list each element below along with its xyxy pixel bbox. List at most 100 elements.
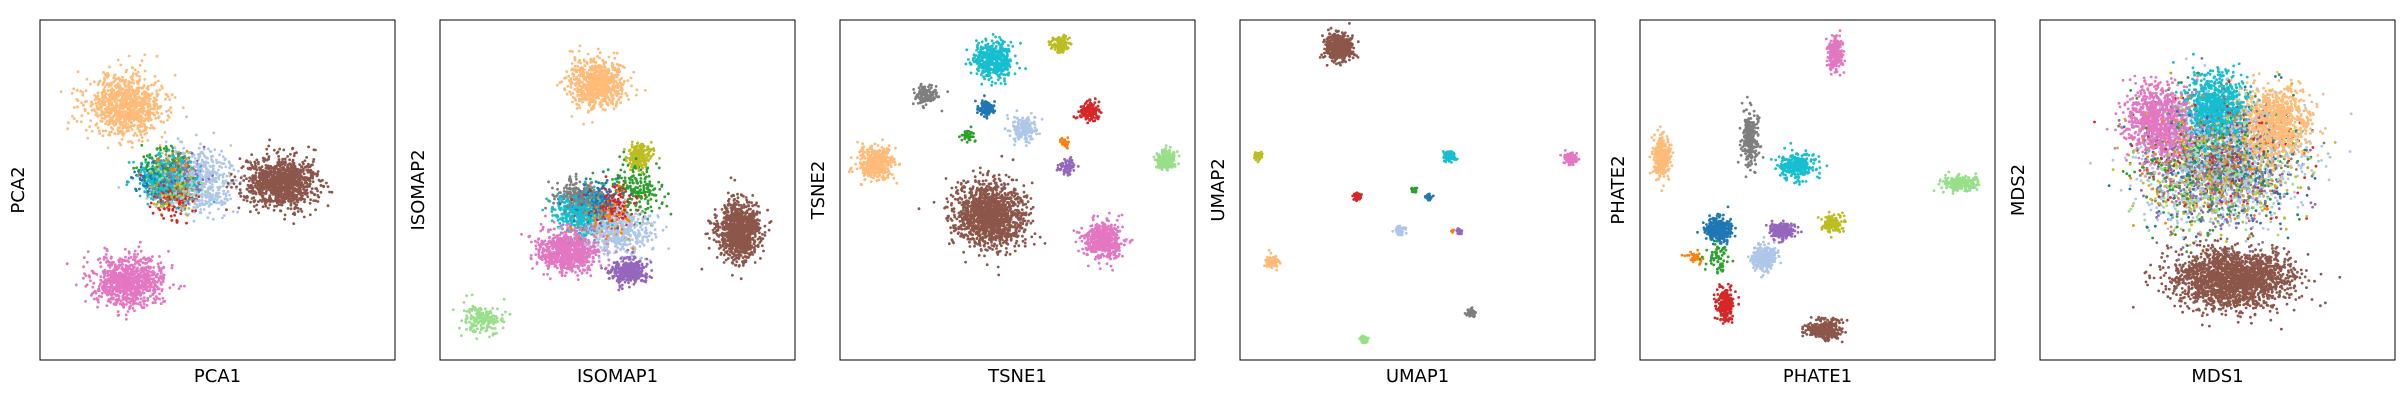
- data-point: [160, 135, 164, 139]
- data-point: [141, 97, 145, 100]
- data-point: [186, 214, 189, 217]
- data-point: [109, 256, 113, 260]
- data-point: [99, 113, 103, 117]
- data-point: [223, 201, 227, 205]
- data-point: [250, 153, 254, 157]
- data-point: [251, 192, 255, 195]
- data-point: [162, 184, 166, 188]
- data-point: [223, 197, 227, 201]
- data-point: [195, 177, 199, 181]
- data-point: [132, 82, 135, 85]
- data-point: [113, 123, 116, 127]
- data-point: [84, 300, 87, 303]
- data-point: [199, 162, 203, 166]
- data-point: [146, 265, 150, 268]
- data-point: [174, 149, 178, 153]
- data-point: [158, 146, 162, 150]
- data-point: [169, 111, 173, 114]
- data-point: [151, 280, 155, 284]
- data-point: [245, 199, 249, 203]
- data-point: [141, 288, 145, 292]
- data-point: [90, 129, 94, 133]
- data-point: [150, 92, 154, 96]
- data-point: [132, 255, 136, 258]
- data-point: [150, 185, 153, 189]
- data-point: [303, 165, 307, 169]
- data-point: [159, 105, 163, 108]
- data-point: [272, 148, 276, 152]
- data-point: [164, 97, 167, 101]
- data-point: [192, 186, 196, 189]
- data-point: [129, 118, 133, 121]
- data-point: [162, 217, 165, 220]
- data-point: [165, 110, 168, 113]
- data-point: [187, 207, 191, 210]
- data-point: [204, 190, 207, 194]
- data-point: [243, 174, 247, 178]
- data-point: [116, 310, 120, 313]
- data-point: [222, 192, 226, 196]
- data-point: [187, 151, 191, 155]
- data-point: [108, 266, 112, 269]
- data-point: [147, 285, 151, 289]
- data-point: [261, 205, 265, 209]
- data-point: [261, 156, 265, 160]
- data-point: [247, 179, 251, 183]
- data-point: [213, 148, 217, 152]
- data-point: [200, 150, 204, 154]
- data-point: [160, 84, 163, 88]
- data-point: [210, 183, 214, 186]
- data-point: [124, 100, 128, 103]
- data-point: [124, 96, 127, 100]
- data-point: [139, 249, 143, 253]
- data-point: [119, 86, 123, 90]
- data-point: [136, 86, 139, 90]
- data-point: [309, 190, 313, 194]
- data-point: [193, 193, 196, 197]
- data-point: [234, 178, 238, 182]
- data-point: [104, 129, 108, 133]
- data-point: [120, 283, 124, 286]
- data-point: [100, 295, 103, 299]
- data-point: [108, 120, 111, 123]
- data-point: [117, 294, 121, 298]
- data-point: [103, 246, 107, 250]
- data-point: [151, 255, 154, 258]
- data-point: [293, 207, 296, 211]
- data-point: [150, 177, 153, 180]
- data-point: [117, 186, 121, 189]
- data-point: [85, 260, 89, 264]
- data-point: [121, 296, 125, 300]
- data-point: [235, 185, 238, 189]
- data-point: [130, 269, 134, 273]
- data-point: [105, 292, 109, 296]
- data-point: [288, 188, 291, 192]
- data-point: [197, 199, 200, 203]
- data-point: [80, 101, 83, 105]
- data-point: [293, 211, 296, 215]
- data-point: [75, 88, 79, 92]
- data-point: [103, 85, 107, 89]
- data-point: [257, 211, 260, 215]
- data-point: [132, 160, 135, 164]
- data-point: [156, 262, 160, 266]
- data-point: [92, 281, 96, 285]
- data-point: [162, 188, 166, 192]
- data-point: [72, 117, 76, 120]
- data-point: [255, 208, 258, 212]
- data-point: [127, 140, 130, 143]
- data-point: [156, 105, 160, 108]
- data-point: [138, 274, 142, 278]
- data-point: [206, 180, 210, 183]
- data-point: [194, 160, 198, 164]
- data-point: [149, 258, 152, 261]
- data-point: [70, 92, 74, 95]
- data-point: [125, 317, 128, 321]
- data-point: [191, 173, 195, 177]
- data-point: [151, 126, 155, 130]
- data-point: [176, 137, 180, 141]
- data-point: [91, 285, 95, 289]
- data-point: [176, 183, 179, 186]
- data-point: [100, 292, 104, 295]
